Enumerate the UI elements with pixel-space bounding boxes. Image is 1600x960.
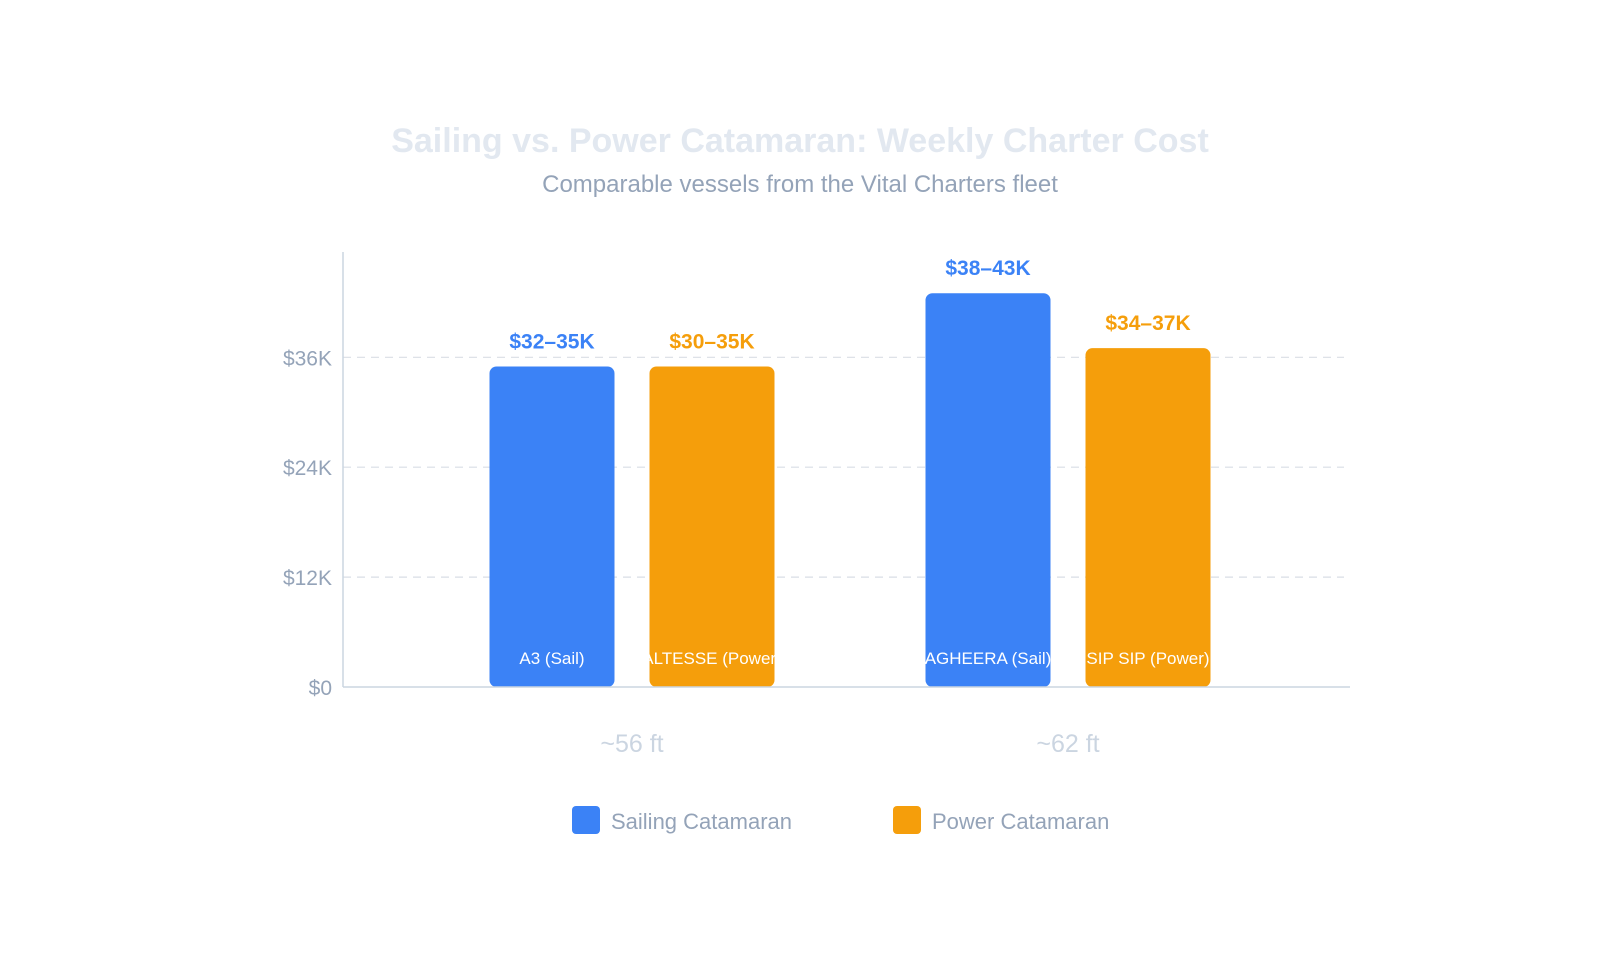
bar-group: $32–35K A3 (Sail) [489,330,615,687]
bar[interactable] [649,366,775,687]
y-tick-label: $36K [283,347,332,370]
bar-value-label: $30–35K [669,330,754,353]
chart-subtitle: Comparable vessels from the Vital Charte… [542,171,1058,198]
bars: $32–35K A3 (Sail) $38–43K AGHEERA (Sail) $30… [489,257,1211,687]
bar-value-label: $32–35K [509,330,594,353]
bar[interactable] [489,366,615,687]
legend-swatch-sailing [572,806,600,834]
legend-item-power[interactable]: Power Catamaran [893,806,1109,834]
bar-group: $34–37K SIP SIP (Power) [1085,312,1211,687]
legend: Sailing Catamaran Power Catamaran [572,806,1109,834]
y-axis-ticks: $0 $12K $24K $36K [283,347,332,700]
bar-group: $30–35K ALTESSE (Power) [642,330,782,687]
bar[interactable] [1085,348,1211,687]
y-tick-label: $0 [309,677,332,700]
y-tick-label: $24K [283,457,332,480]
legend-label-sailing: Sailing Catamaran [611,809,792,834]
x-axis-group-labels: ~56 ft ~62 ft [600,730,1099,758]
bar-name-label: SIP SIP (Power) [1086,649,1209,668]
legend-item-sailing[interactable]: Sailing Catamaran [572,806,792,834]
legend-label-power: Power Catamaran [932,809,1109,834]
legend-swatch-power [893,806,921,834]
y-tick-label: $12K [283,567,332,590]
x-category-label: ~62 ft [1036,730,1099,758]
bar[interactable] [925,293,1051,687]
chart-title: Sailing vs. Power Catamaran: Weekly Char… [391,122,1209,160]
bar-group: $38–43K AGHEERA (Sail) [925,257,1052,687]
bar-value-label: $38–43K [945,257,1030,280]
bar-value-label: $34–37K [1105,312,1190,335]
x-category-label: ~56 ft [600,730,663,758]
bar-name-label: AGHEERA (Sail) [925,649,1052,668]
bar-name-label: ALTESSE (Power) [642,649,782,668]
bar-name-label: A3 (Sail) [519,649,584,668]
